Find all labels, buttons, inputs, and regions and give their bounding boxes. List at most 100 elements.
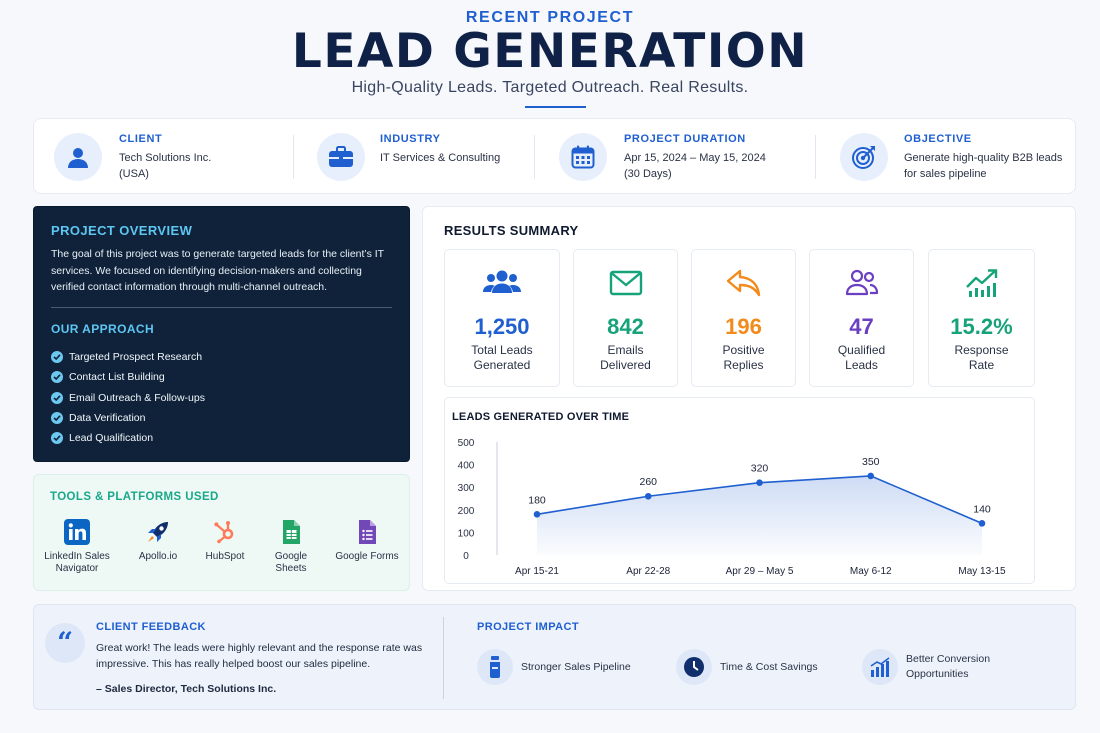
project-overview-card: PROJECT OVERVIEW The goal of this projec…	[33, 206, 410, 462]
divider	[293, 135, 294, 179]
users-icon	[482, 267, 522, 299]
briefcase-icon	[317, 133, 365, 181]
approach-label: Lead Qualification	[69, 432, 154, 445]
eyebrow-label: RECENT PROJECT	[465, 9, 635, 26]
approach-title: OUR APPROACH	[51, 322, 155, 336]
check-icon	[51, 351, 63, 364]
y-tick-label: 0	[463, 551, 469, 562]
metric-positive-replies: 196 Positive Replies	[691, 249, 796, 387]
data-label: 180	[528, 494, 546, 506]
check-icon	[51, 432, 63, 445]
data-label: 350	[862, 456, 880, 468]
series-area	[537, 475, 982, 555]
metric-label: Qualified Leads	[837, 343, 886, 372]
tools-card: TOOLS & PLATFORMS USED LinkedIn Sales Na…	[33, 474, 410, 591]
approach-list: Targeted Prospect Research Contact List …	[51, 347, 205, 448]
y-tick-label: 100	[458, 528, 475, 539]
metric-value: 196	[725, 314, 762, 339]
list-item: Contact List Building	[51, 367, 205, 387]
results-title: RESULTS SUMMARY	[444, 223, 579, 238]
feedback-text: Great work! The leads were highly releva…	[96, 642, 423, 670]
y-tick-label: 300	[458, 483, 475, 494]
metric-value: 1,250	[474, 314, 530, 339]
metric-value: 842	[607, 314, 644, 339]
approach-label: Data Verification	[69, 412, 146, 425]
quote-icon: “	[45, 623, 85, 663]
x-tick-label: May 6-12	[850, 566, 892, 577]
tool-label: Google Forms	[335, 551, 399, 562]
divider	[815, 135, 816, 179]
page-title: LEAD GENERATION	[291, 24, 809, 79]
trend-up-icon	[962, 267, 1002, 299]
impact-label: Stronger Sales Pipeline	[521, 660, 631, 673]
approach-label: Contact List Building	[69, 371, 165, 384]
list-item: Email Outreach & Follow-ups	[51, 388, 205, 408]
tool-linkedin: LinkedIn Sales Navigator	[40, 519, 114, 575]
clock-icon	[676, 649, 712, 685]
pipeline-icon	[477, 649, 513, 685]
bar-chart-icon	[862, 649, 898, 685]
divider	[51, 307, 392, 308]
google-sheets-icon	[278, 519, 304, 545]
metric-response-rate: 15.2% Response Rate	[928, 249, 1035, 387]
info-label: OBJECTIVE	[904, 133, 972, 145]
line-chart: 0 100 200 300 400 500 180 Apr 15-21 260 Apr 22-28…	[458, 438, 1006, 577]
tool-apollo: Apollo.io	[128, 519, 188, 563]
metric-emails-delivered: 842 Emails Delivered	[573, 249, 678, 387]
info-value: IT Services & Consulting	[380, 152, 501, 164]
data-label: 140	[973, 503, 991, 515]
divider	[534, 135, 535, 179]
tool-hubspot: HubSpot	[198, 519, 252, 563]
y-tick-label: 400	[458, 461, 475, 472]
tool-google-forms: Google Forms	[333, 519, 401, 563]
linkedin-icon	[64, 519, 90, 545]
impact-item: Better Conversion Opportunities	[862, 649, 990, 685]
overview-title: PROJECT OVERVIEW	[51, 223, 193, 238]
rocket-icon	[145, 519, 171, 545]
list-item: Data Verification	[51, 408, 205, 428]
impact-label: Time & Cost Savings	[720, 660, 818, 673]
feedback-author: – Sales Director, Tech Solutions Inc.	[96, 683, 277, 695]
data-point	[978, 520, 986, 527]
info-label: CLIENT	[119, 133, 163, 145]
feedback-title: CLIENT FEEDBACK	[96, 621, 206, 633]
data-point	[644, 492, 652, 500]
user-icon	[54, 133, 102, 181]
target-icon	[840, 133, 888, 181]
info-label: PROJECT DURATION	[624, 133, 746, 145]
title-underline	[525, 106, 586, 108]
calendar-icon	[559, 133, 607, 181]
data-label: 320	[751, 463, 769, 475]
check-icon	[51, 412, 63, 425]
tool-label: HubSpot	[205, 551, 245, 562]
metric-qualified-leads: 47 Qualified Leads	[809, 249, 914, 387]
approach-label: Email Outreach & Follow-ups	[69, 391, 205, 404]
metric-total-leads: 1,250 Total Leads Generated	[444, 249, 560, 387]
metric-label: Emails Delivered	[600, 343, 651, 372]
metric-value: 47	[849, 314, 874, 339]
check-icon	[51, 371, 63, 384]
x-tick-label: Apr 29 – May 5	[726, 566, 794, 577]
tools-title: TOOLS & PLATFORMS USED	[50, 491, 219, 503]
feedback-impact-card: “ CLIENT FEEDBACK Great work! The leads …	[33, 604, 1076, 710]
x-tick-label: Apr 15-21	[515, 566, 559, 577]
leads-over-time-chart: LEADS GENERATED OVER TIME 0 100 200 300 400 5…	[444, 397, 1035, 584]
info-value: Apr 15, 2024 – May 15, 2024 (30 Days)	[624, 152, 766, 180]
google-forms-icon	[354, 519, 380, 545]
y-tick-label: 200	[458, 506, 475, 517]
impact-label: Better Conversion Opportunities	[906, 653, 991, 680]
x-tick-label: Apr 22-28	[626, 566, 670, 577]
info-label: INDUSTRY	[380, 133, 441, 145]
data-point	[533, 511, 541, 518]
tagline: High-Quality Leads. Targeted Outreach. R…	[351, 79, 749, 96]
impact-item: Stronger Sales Pipeline	[477, 649, 631, 685]
info-value: Generate high-quality B2B leads for sale…	[904, 152, 1063, 180]
tool-label: Google Sheets	[274, 551, 308, 574]
hubspot-icon	[212, 519, 238, 545]
info-value: Tech Solutions Inc. (USA)	[119, 152, 212, 180]
chart-title: LEADS GENERATED OVER TIME	[452, 411, 630, 423]
data-point	[756, 479, 763, 486]
list-item: Targeted Prospect Research	[51, 347, 205, 367]
metric-label: Positive Replies	[722, 343, 765, 372]
data-point	[867, 472, 875, 480]
